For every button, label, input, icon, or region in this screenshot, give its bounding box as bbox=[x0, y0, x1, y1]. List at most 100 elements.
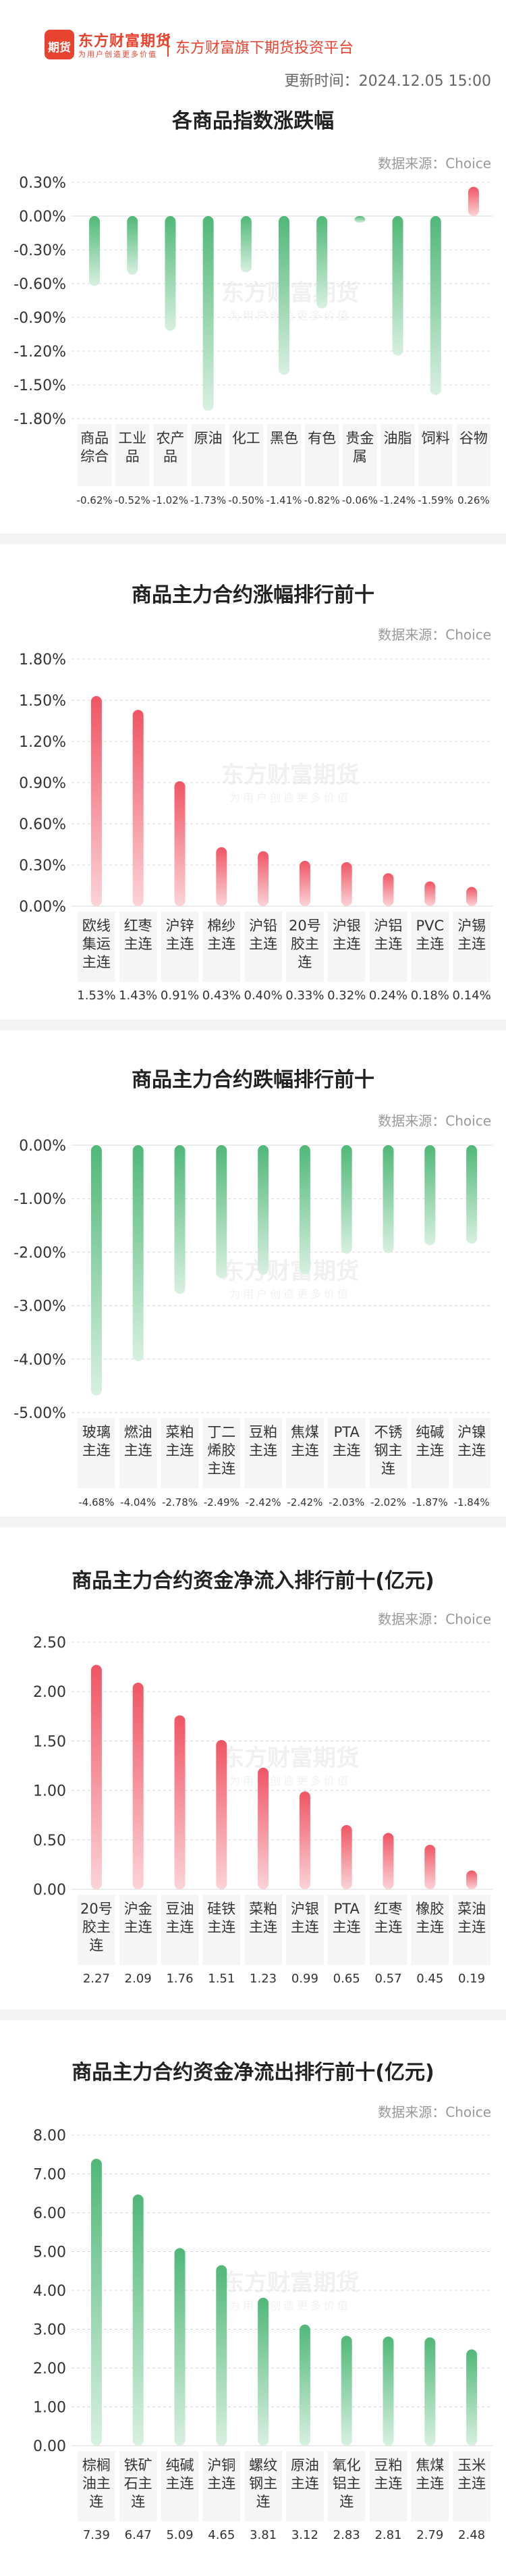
x-tick-label: 沪镍主连 bbox=[457, 1424, 486, 1458]
y-tick-label: -0.30% bbox=[13, 242, 66, 259]
x-tick-label: 纯碱主连 bbox=[416, 1424, 444, 1458]
category-cell bbox=[411, 912, 449, 982]
data-label: -1.59% bbox=[418, 494, 453, 506]
category-cell bbox=[202, 1418, 241, 1488]
category-cell bbox=[244, 1895, 282, 1965]
data-label: -0.06% bbox=[342, 494, 378, 506]
data-label: 0.33% bbox=[285, 989, 324, 1003]
x-tick-label: 纯碱主连 bbox=[166, 2457, 194, 2492]
data-label: -2.42% bbox=[287, 1496, 322, 1508]
category-cell bbox=[286, 1895, 324, 1965]
data-label: 2.27 bbox=[83, 1972, 110, 1986]
bar bbox=[174, 2248, 186, 2446]
category-cell bbox=[119, 1895, 157, 1965]
data-source: 数据来源：Choice bbox=[378, 1113, 491, 1129]
x-tick-label: 工业品 bbox=[118, 430, 146, 465]
category-cell bbox=[327, 1895, 366, 1965]
category-cell bbox=[456, 424, 490, 486]
bar bbox=[165, 216, 176, 331]
category-cell bbox=[411, 2451, 449, 2521]
section-separator bbox=[0, 1517, 506, 1527]
data-label: 0.14% bbox=[453, 989, 491, 1003]
y-tick-label: 8.00 bbox=[33, 2128, 66, 2145]
brand-name: 东方财富期货 bbox=[78, 33, 172, 50]
y-tick-label: 0.30% bbox=[19, 176, 66, 192]
bar bbox=[90, 695, 102, 906]
section-net-outflow: 商品主力合约资金净流出排行前十(亿元) 数据来源：Choice 东方财富期货 为用… bbox=[0, 2020, 506, 2576]
bar bbox=[341, 862, 352, 906]
x-tick-label: 原油主连 bbox=[291, 2457, 319, 2492]
bar bbox=[316, 216, 328, 309]
y-tick-label: 0.00 bbox=[33, 2438, 66, 2455]
category-cell bbox=[191, 424, 225, 486]
x-tick-label: 红枣主连 bbox=[124, 918, 152, 952]
data-label: -1.87% bbox=[412, 1496, 448, 1508]
category-cell bbox=[453, 912, 490, 982]
bar bbox=[90, 2159, 102, 2446]
data-source: 数据来源：Choice bbox=[378, 1611, 491, 1627]
category-cell bbox=[153, 424, 188, 486]
category-cell bbox=[229, 424, 263, 486]
category-cell bbox=[286, 2451, 324, 2521]
y-tick-label: -0.90% bbox=[13, 310, 66, 327]
category-cell bbox=[343, 424, 377, 486]
bar bbox=[216, 1145, 227, 1279]
data-label: 0.26% bbox=[457, 494, 490, 506]
section-title: 商品主力合约跌幅排行前十 bbox=[132, 1068, 374, 1092]
data-label: -0.82% bbox=[304, 494, 340, 506]
category-cell bbox=[327, 912, 366, 982]
bar bbox=[341, 2336, 352, 2446]
section-index-change: 各商品指数涨跌幅 数据来源：Choice 东方财富期货 为用户创造更多价值 0.30… bbox=[0, 95, 506, 533]
data-label: -1.02% bbox=[152, 494, 188, 506]
bar bbox=[466, 887, 478, 906]
bar bbox=[466, 1870, 478, 1889]
bar bbox=[424, 1845, 436, 1889]
section-separator bbox=[0, 533, 506, 544]
x-tick-label: 欧线集运主连 bbox=[82, 918, 111, 970]
y-tick-label: 1.50% bbox=[19, 693, 66, 710]
x-tick-label: 沪金主连 bbox=[124, 1901, 152, 1935]
page-header: 期货 东方财富期货 为用户创造更多价值 东方财富旗下期货投资平台 更新时间：20… bbox=[0, 0, 506, 90]
y-tick-label: -1.00% bbox=[13, 1191, 66, 1208]
watermark-name: 东方财富期货 bbox=[221, 2269, 359, 2296]
category-cell bbox=[327, 2451, 366, 2521]
category-cell bbox=[78, 1895, 115, 1965]
update-time: 更新时间：2024.12.05 15:00 bbox=[284, 73, 491, 90]
category-cell bbox=[305, 424, 339, 486]
data-label: -4.68% bbox=[78, 1496, 114, 1508]
category-cell bbox=[453, 1895, 490, 1965]
bar bbox=[174, 1145, 186, 1294]
y-tick-label: 2.00 bbox=[33, 1684, 66, 1701]
category-cell bbox=[286, 1418, 324, 1488]
x-tick-label: 棉纱主连 bbox=[207, 918, 235, 952]
data-label: 6.47 bbox=[125, 2528, 152, 2542]
x-tick-label: 沪锌主连 bbox=[166, 918, 194, 952]
bar bbox=[466, 1145, 478, 1244]
y-tick-label: 1.20% bbox=[19, 734, 66, 751]
data-label: 5.09 bbox=[166, 2528, 193, 2542]
bar bbox=[299, 860, 310, 906]
data-label: -2.42% bbox=[246, 1496, 281, 1508]
y-tick-label: 0.90% bbox=[19, 775, 66, 792]
category-cell bbox=[161, 1418, 199, 1488]
x-tick-label: 沪银主连 bbox=[291, 1901, 319, 1935]
bar bbox=[89, 216, 101, 286]
section-top-losers: 商品主力合约跌幅排行前十 数据来源：Choice 东方财富期货 为用户创造更多价值… bbox=[0, 1030, 506, 1523]
category-cell bbox=[453, 1418, 490, 1488]
y-tick-label: 0.60% bbox=[19, 816, 66, 833]
section-title: 商品主力合约资金净流入排行前十(亿元) bbox=[72, 1569, 434, 1593]
x-tick-label: PTA 主连 bbox=[333, 1901, 361, 1935]
x-tick-label: 20号胶主连 bbox=[289, 918, 321, 970]
category-cell bbox=[202, 1895, 241, 1965]
bar bbox=[383, 873, 394, 906]
bar bbox=[240, 216, 252, 273]
category-cell bbox=[369, 2451, 407, 2521]
x-tick-label: 商品综合 bbox=[80, 430, 109, 465]
data-label: 1.53% bbox=[77, 989, 115, 1003]
bar bbox=[341, 1824, 352, 1889]
x-tick-label: 橡胶主连 bbox=[416, 1901, 444, 1935]
data-label: -1.24% bbox=[380, 494, 416, 506]
